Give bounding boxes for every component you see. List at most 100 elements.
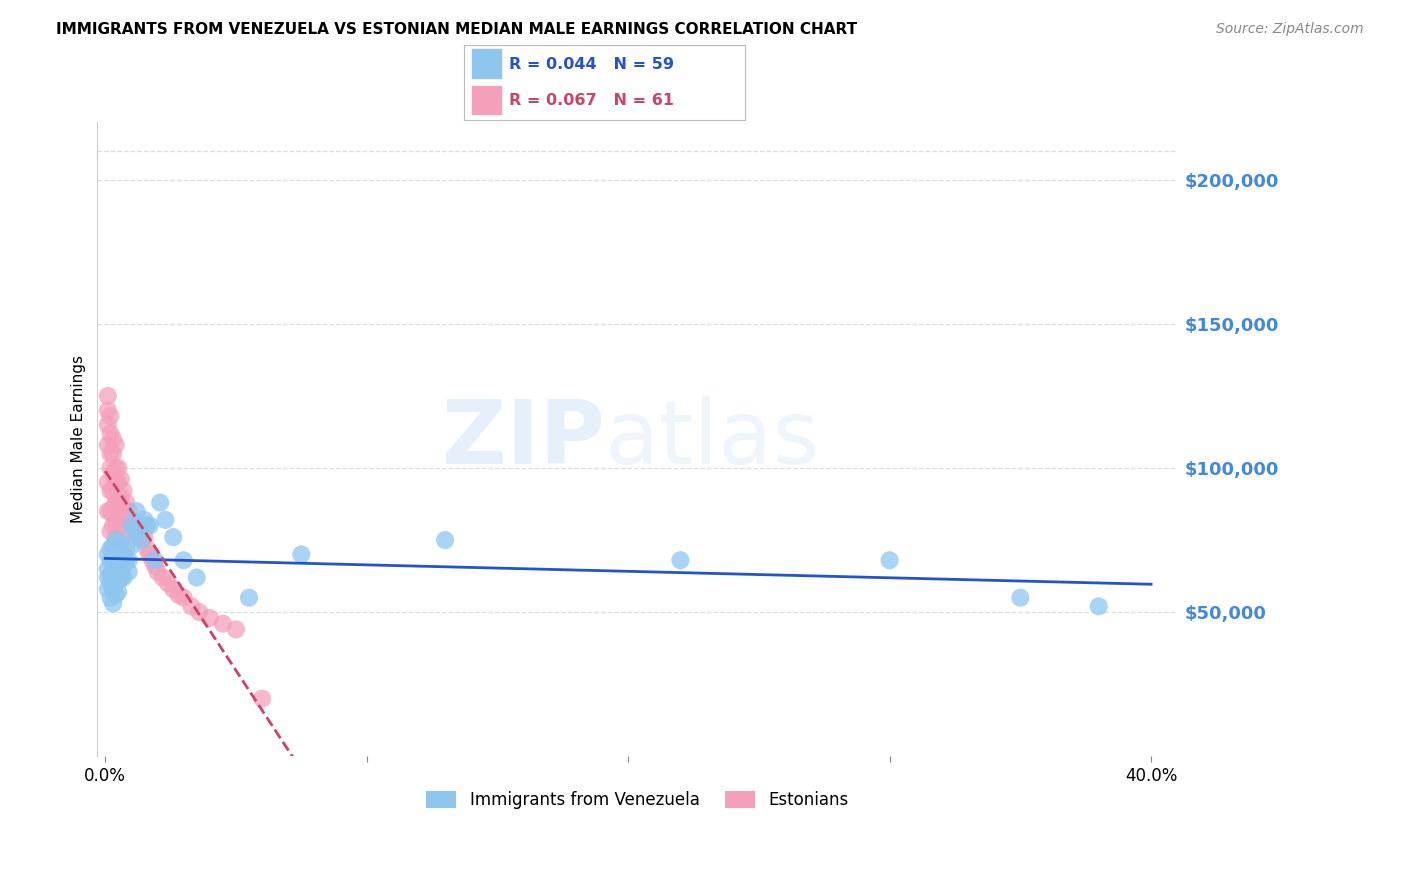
Point <box>112 518 135 533</box>
Point <box>104 530 127 544</box>
Bar <box>472 86 501 114</box>
Point <box>100 483 122 498</box>
Point <box>104 576 127 591</box>
Point <box>118 565 141 579</box>
Point <box>669 553 692 567</box>
Point <box>101 570 124 584</box>
Point <box>101 467 124 481</box>
Point <box>186 570 208 584</box>
Point <box>143 559 166 574</box>
Point <box>120 539 142 553</box>
Point <box>104 533 127 547</box>
Point <box>146 565 169 579</box>
Point <box>104 567 127 582</box>
Point <box>173 553 195 567</box>
Point <box>104 513 127 527</box>
Point <box>97 389 120 403</box>
Point <box>156 576 179 591</box>
Point <box>131 533 153 547</box>
Point <box>104 588 127 602</box>
Y-axis label: Median Male Earnings: Median Male Earnings <box>72 355 86 523</box>
Point <box>97 475 120 490</box>
Point <box>107 475 129 490</box>
Text: ZIP: ZIP <box>441 396 605 483</box>
Point <box>101 432 124 446</box>
Point <box>100 504 122 518</box>
Point <box>128 530 150 544</box>
Point <box>101 553 124 567</box>
Point <box>162 582 184 596</box>
Point <box>162 530 184 544</box>
Point <box>167 588 190 602</box>
Point <box>104 461 127 475</box>
Point <box>125 524 148 539</box>
Point <box>107 562 129 576</box>
Point <box>434 533 457 547</box>
Point <box>97 417 120 432</box>
Point <box>188 605 211 619</box>
Point <box>110 548 132 562</box>
Point <box>112 483 135 498</box>
Point <box>134 530 156 544</box>
Point <box>104 548 127 562</box>
Point <box>101 562 124 576</box>
Point <box>110 559 132 574</box>
Point <box>110 570 132 584</box>
Point <box>138 548 160 562</box>
Point <box>125 504 148 518</box>
Point <box>131 518 153 533</box>
Point <box>110 536 132 550</box>
Bar <box>472 49 501 78</box>
Legend: Immigrants from Venezuela, Estonians: Immigrants from Venezuela, Estonians <box>418 783 856 818</box>
Point <box>100 553 122 567</box>
Point <box>107 461 129 475</box>
Text: atlas: atlas <box>605 396 820 483</box>
Point <box>118 504 141 518</box>
Point <box>110 473 132 487</box>
Point <box>101 582 124 596</box>
Point <box>155 513 177 527</box>
Point <box>101 518 124 533</box>
Point <box>143 553 166 567</box>
Point <box>104 438 127 452</box>
Point <box>118 553 141 567</box>
Point <box>879 553 901 567</box>
Point <box>107 585 129 599</box>
Point <box>250 691 273 706</box>
Point <box>104 556 127 570</box>
Point <box>173 591 195 605</box>
Point <box>122 524 145 539</box>
Point <box>115 541 138 556</box>
Point <box>138 518 160 533</box>
Point <box>97 570 120 584</box>
Point <box>100 461 122 475</box>
Point <box>149 495 172 509</box>
Point <box>1087 599 1109 614</box>
Point <box>112 548 135 562</box>
Point <box>115 513 138 527</box>
Point <box>180 599 202 614</box>
Point <box>107 553 129 567</box>
Point <box>152 570 174 584</box>
Point <box>198 611 221 625</box>
Point <box>100 591 122 605</box>
Point <box>1010 591 1032 605</box>
Point <box>290 548 312 562</box>
Point <box>104 495 127 509</box>
Point <box>101 597 124 611</box>
Point <box>100 567 122 582</box>
Point <box>238 591 260 605</box>
Point <box>97 548 120 562</box>
Text: IMMIGRANTS FROM VENEZUELA VS ESTONIAN MEDIAN MALE EARNINGS CORRELATION CHART: IMMIGRANTS FROM VENEZUELA VS ESTONIAN ME… <box>56 22 858 37</box>
Point <box>107 513 129 527</box>
Point <box>128 524 150 539</box>
Point <box>100 541 122 556</box>
Point <box>101 483 124 498</box>
Point <box>100 576 122 591</box>
Point <box>120 513 142 527</box>
Point <box>97 504 120 518</box>
Point <box>107 541 129 556</box>
Text: R = 0.067   N = 61: R = 0.067 N = 61 <box>509 93 673 108</box>
Point <box>212 616 235 631</box>
Point <box>100 426 122 441</box>
